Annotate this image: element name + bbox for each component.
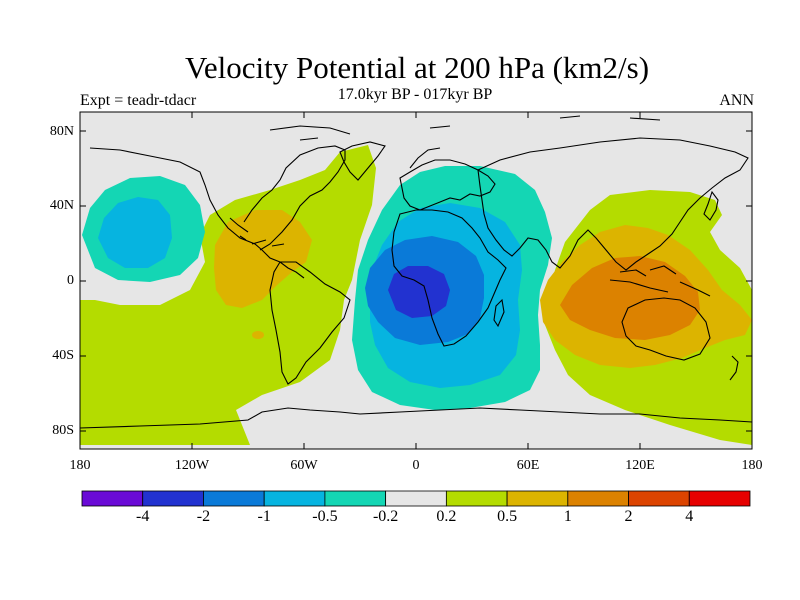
colorbar-swatch [506, 490, 569, 507]
colorbar-label: 0.2 [436, 508, 457, 525]
x-tick-60w: 60W [290, 458, 318, 473]
africa-coast [391, 209, 507, 347]
colorbar-swatch [385, 490, 447, 507]
colorbar-swatch [628, 490, 690, 507]
contour-indo-pacific-1 [560, 256, 700, 340]
colorbar-label: -0.5 [312, 508, 338, 525]
europe-coast [399, 147, 496, 211]
colorbar-swatch [142, 490, 204, 507]
north-america-coast [89, 145, 346, 279]
contour-negative-2 [388, 266, 450, 318]
colorbar-label: 2 [624, 508, 633, 525]
y-tick-0: 0 [67, 273, 74, 288]
map-subtitle: 17.0kyr BP - 017kyr BP [337, 86, 493, 103]
x-tick-120w: 120W [174, 458, 210, 473]
contour-americas-small [252, 331, 264, 339]
greenland-coast [339, 141, 386, 181]
season-label: ANN [719, 92, 754, 109]
x-tick-0: 0 [412, 458, 420, 473]
colorbar-swatch [324, 490, 387, 507]
colorbar-label: 4 [685, 508, 694, 525]
colorbar-label: 1 [563, 508, 572, 525]
colorbar-swatch [688, 490, 751, 507]
colorbar-label: -1 [257, 508, 271, 525]
coastlines [80, 115, 752, 429]
colorbar [81, 490, 751, 507]
y-tick-80n: 80N [49, 124, 74, 139]
caribbean-islands [239, 235, 285, 247]
x-tick-180e: 180 [741, 458, 763, 473]
colorbar-swatch [203, 490, 265, 507]
south-america-coast [269, 261, 351, 385]
colorbar-label: -0.2 [372, 508, 399, 525]
map-title: Velocity Potential at 200 hPa (km2/s) [184, 50, 650, 85]
indonesia-islands [609, 265, 711, 297]
axis-ticks [79, 112, 753, 449]
contour-americas-05 [214, 210, 312, 308]
x-tick-180w: 180 [69, 458, 91, 473]
y-tick-40s: 40S [52, 348, 74, 363]
colorbar-label: 0.5 [497, 508, 518, 525]
y-tick-80s: 80S [52, 423, 74, 438]
arctic-islands [269, 115, 661, 141]
colorbar-label: -4 [136, 508, 150, 525]
australia-coast [621, 297, 711, 361]
colorbar-swatch [263, 490, 326, 507]
colorbar-swatch [81, 490, 144, 507]
japan [703, 190, 719, 221]
contour-north-pacific-05 [98, 197, 172, 268]
contour-fill [80, 112, 752, 449]
experiment-label: Expt = teadr-tdacr [80, 92, 197, 109]
asia-coast [477, 137, 749, 271]
contour-red-sea-small [464, 238, 476, 246]
x-tick-60e: 60E [516, 458, 540, 473]
y-tick-40n: 40N [49, 198, 74, 213]
colorbar-swatch [445, 490, 508, 507]
new-zealand [729, 355, 739, 381]
x-tick-120e: 120E [625, 458, 655, 473]
antarctica-coast [80, 407, 752, 429]
colorbar-swatch [567, 490, 629, 507]
colorbar-label: -2 [196, 508, 211, 525]
madagascar [493, 298, 505, 328]
